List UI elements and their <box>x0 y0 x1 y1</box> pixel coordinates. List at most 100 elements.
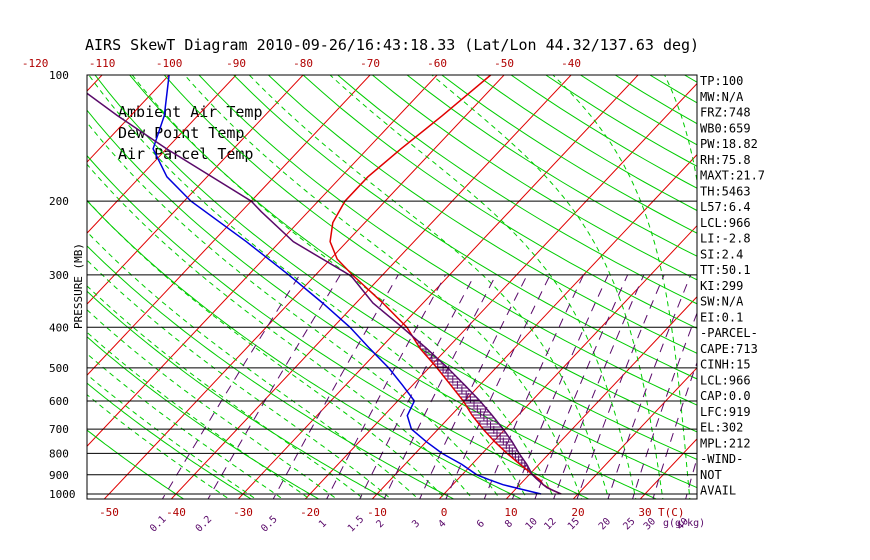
moist-adiabat-line <box>552 75 691 499</box>
dry-adiabat-line <box>87 154 590 499</box>
mixing-ratio-line <box>419 274 528 499</box>
isotherm-line <box>87 75 371 376</box>
isotherm-line <box>103 75 505 499</box>
dry-adiabat-line <box>649 75 697 104</box>
mixing-ratio-tick-label: 1 <box>317 518 329 530</box>
index-item: RH:75.8 <box>700 153 751 167</box>
mixing-ratio-ticks: 0.1 0.2 0.5 1 1.5 2 3 4 6 8 10 12 15 20 25 30 40 <box>148 514 691 535</box>
isotherm-line <box>572 367 697 499</box>
bottom-temp-tick-label: -40 <box>166 506 186 519</box>
x-axis-unit-label: T(C) <box>658 506 685 519</box>
mixing-ratio-unit-label: g(g/kg) <box>663 518 705 529</box>
mixing-ratio-line <box>576 274 665 499</box>
mixing-ratio-tick-label: 25 <box>621 516 637 532</box>
dry-adiabats <box>87 75 870 503</box>
index-item: -PARCEL- <box>700 326 758 340</box>
pressure-tick-label: 200 <box>49 195 69 208</box>
bottom-temp-tick-label: 10 <box>504 506 517 519</box>
index-item: LCL:966 <box>700 373 751 387</box>
series-dewpoint-line <box>152 75 542 495</box>
dry-adiabat-line <box>406 75 697 257</box>
mixing-ratio-line <box>445 274 551 499</box>
mixing-ratio-tick-label: 20 <box>597 516 613 532</box>
top-temp-tick-label: -70 <box>360 57 380 70</box>
dry-adiabat-line <box>87 429 185 499</box>
mixing-ratio-line <box>632 311 697 499</box>
top-temp-tick-label: -120 <box>22 57 49 70</box>
moist-adiabat-line <box>87 231 419 499</box>
index-item: WB0:659 <box>700 121 751 135</box>
dry-adiabat-line <box>87 336 320 499</box>
isotherm-line <box>237 75 639 499</box>
mixing-ratio-lines <box>161 274 697 499</box>
index-item: LFC:919 <box>700 405 751 419</box>
top-temp-tick-label: -100 <box>156 57 183 70</box>
series-ambient-line <box>329 75 562 495</box>
mixing-ratio-tick-label: 0.5 <box>259 514 280 535</box>
dry-adiabat-line <box>87 382 253 499</box>
index-item: AVAIL <box>700 484 736 498</box>
index-item: PW:18.82 <box>700 137 758 151</box>
bottom-temp-tick-label: -50 <box>99 506 119 519</box>
index-item: KI:299 <box>700 279 743 293</box>
index-item: CINH:15 <box>700 358 751 372</box>
dry-adiabat-line <box>233 75 697 380</box>
isotherm-line <box>87 75 304 305</box>
mixing-ratio-line <box>511 274 609 499</box>
index-item: EL:302 <box>700 421 743 435</box>
moist-adiabat-line <box>87 199 447 499</box>
isotherm-line <box>639 438 697 499</box>
legend-ambient-air-temp: Ambient Air Temp <box>118 103 263 121</box>
isotherm-line <box>438 224 697 499</box>
dry-adiabat-line <box>823 75 870 503</box>
index-item: LI:-2.8 <box>700 232 751 246</box>
pressure-tick-label: 800 <box>49 447 69 460</box>
mixing-ratio-line <box>207 274 341 499</box>
pressure-tick-label: 100 <box>49 69 69 82</box>
top-temp-ticks: -120 -110 -100 -90 -80 -70 -60 -50 -40 <box>22 57 581 70</box>
mixing-ratio-line <box>326 274 446 499</box>
isotherm-line <box>304 82 697 499</box>
top-temp-tick-label: -80 <box>293 57 313 70</box>
moist-adiabat-line <box>184 75 583 499</box>
index-item: CAP:0.0 <box>700 389 751 403</box>
mixing-ratio-line <box>383 274 497 499</box>
dry-adiabat-line <box>754 75 870 503</box>
bottom-temp-tick-label: -30 <box>233 506 253 519</box>
pressure-tick-label: 1000 <box>49 488 76 501</box>
dry-adiabat-line <box>129 75 697 460</box>
isotherm-line <box>170 75 572 499</box>
isotherm-line <box>87 75 170 163</box>
index-item: TP:100 <box>700 74 743 88</box>
pressure-tick-label: 600 <box>49 395 69 408</box>
dry-adiabat-line <box>337 75 697 305</box>
moist-adiabat-line <box>329 75 637 499</box>
dry-adiabat-line <box>372 75 697 281</box>
isotherm-line <box>371 153 697 499</box>
moist-adiabat-line <box>87 163 474 499</box>
moist-adiabat-line <box>431 75 664 499</box>
index-item: SW:N/A <box>700 295 744 309</box>
moist-adiabats <box>87 75 697 499</box>
top-temp-tick-label: -110 <box>89 57 116 70</box>
mixing-ratio-tick-label: 1.5 <box>346 514 367 535</box>
index-item: EI:0.1 <box>700 310 743 324</box>
mixing-ratio-line <box>553 274 645 499</box>
mixing-ratio-tick-label: 3 <box>410 518 422 530</box>
dry-adiabat-line <box>302 75 697 329</box>
isotherm-line <box>771 56 870 503</box>
dry-adiabat-line <box>87 109 658 499</box>
plot-frame <box>86 74 698 500</box>
bottom-temp-tick-label: 0 <box>441 506 448 519</box>
top-temp-tick-label: -50 <box>494 57 514 70</box>
index-item: -WIND- <box>700 452 743 466</box>
pressure-tick-label: 500 <box>49 362 69 375</box>
bottom-temp-ticks: -50 -40 -30 -20 -10 0 10 20 30 <box>99 506 652 519</box>
mixing-ratio-line <box>359 274 476 499</box>
index-item: FRZ:748 <box>700 106 751 120</box>
mixing-ratio-tick-label: 10 <box>524 516 540 532</box>
index-item: LCL:966 <box>700 216 751 230</box>
moist-adiabat-line <box>87 285 365 499</box>
